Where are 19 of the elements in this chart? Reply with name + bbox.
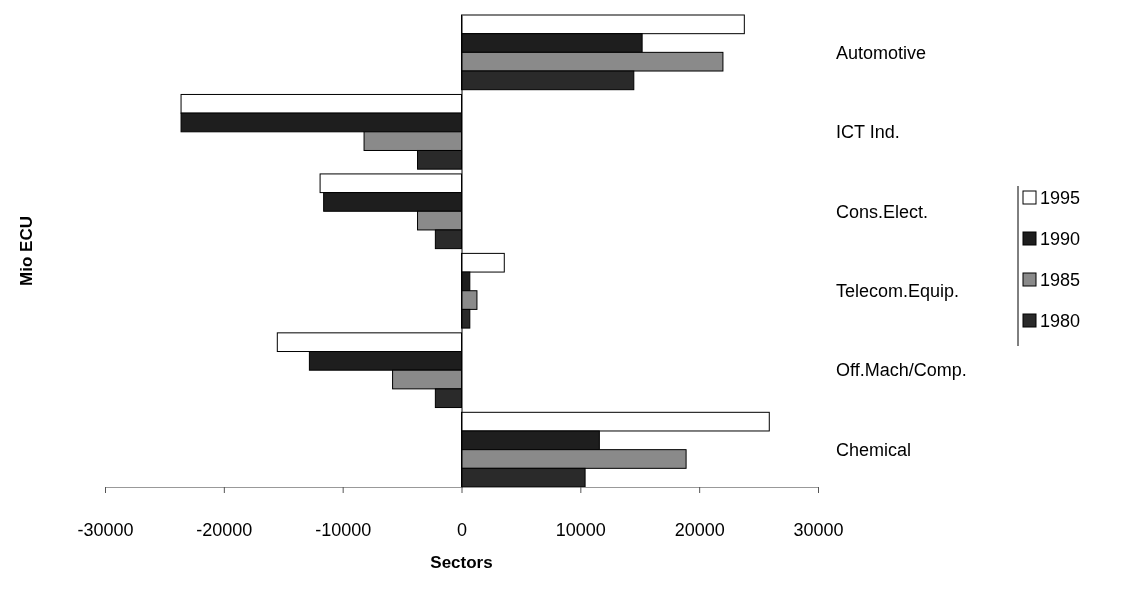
legend-label: 1990 [1040, 229, 1081, 250]
x-tick-label: 20000 [674, 519, 725, 540]
x-tick-label: 30000 [793, 519, 844, 540]
y-tick-label: Telecom.Equip. [836, 281, 960, 302]
y-tick-label: Off.Mach/Comp. [836, 360, 967, 381]
x-tick-label: -30000 [77, 519, 134, 540]
x-tick-label: 10000 [555, 519, 606, 540]
legend-label: 1985 [1040, 270, 1081, 291]
legend-label: 1995 [1040, 188, 1081, 209]
x-axis-title: Sectors [430, 553, 493, 572]
y-axis-title: Mio ECU [17, 216, 36, 286]
x-tick-label: -10000 [315, 519, 372, 540]
y-tick-label: Chemical [836, 439, 912, 460]
x-tick-label: -20000 [196, 519, 253, 540]
legend-label: 1980 [1040, 311, 1081, 332]
y-tick-label: ICT Ind. [836, 122, 900, 143]
y-tick-label: Cons.Elect. [836, 201, 929, 222]
x-tick-label: 0 [456, 519, 468, 540]
y-tick-label: Automotive [836, 42, 927, 63]
